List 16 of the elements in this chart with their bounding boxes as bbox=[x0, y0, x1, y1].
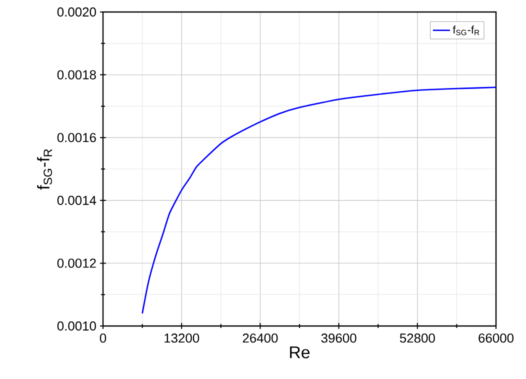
y-axis-title: f$_{SG}$-f$_{R}$ bbox=[37, 149, 52, 190]
y-tick-label: 0.0010 bbox=[57, 321, 96, 331]
x-axis-title: Re bbox=[290, 346, 310, 358]
y-tick-label: 0.0014 bbox=[57, 196, 96, 205]
y-tick-label: 0.0020 bbox=[57, 7, 96, 17]
x-tick-label: 26400 bbox=[242, 334, 278, 343]
x-tick-label: 39600 bbox=[321, 334, 356, 343]
x-tick-label: 0 bbox=[100, 334, 106, 343]
x-tick-label: 52800 bbox=[400, 334, 435, 343]
y-tick-label: 0.0012 bbox=[57, 258, 96, 268]
y-tick-label: 0.0018 bbox=[57, 70, 96, 80]
line-series bbox=[142, 86, 496, 314]
legend-label: f$_{SG}$-f$_{R}$ bbox=[452, 26, 480, 36]
y-tick-label: 0.0016 bbox=[57, 133, 96, 142]
x-tick-label: 66000 bbox=[478, 334, 514, 343]
x-tick-label: 13200 bbox=[164, 334, 200, 343]
